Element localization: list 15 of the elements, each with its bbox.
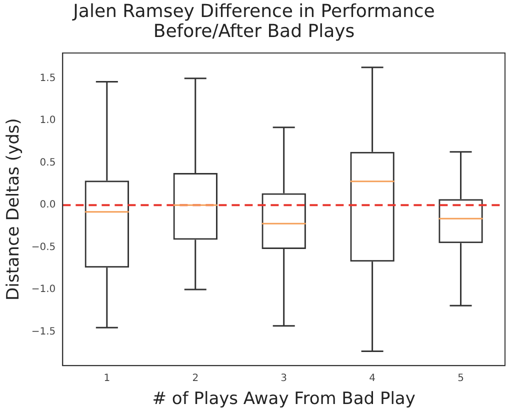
y-tick-label: 1.5 [40,72,56,84]
y-tick-label: 1.0 [40,115,56,126]
x-tick-label: 1 [104,373,110,384]
x-tick-label: 2 [192,373,199,384]
chart-title: Jalen Ramsey Difference in Performance Before/After Bad Plays [71,0,436,44]
x-tick-label: 3 [280,373,288,384]
y-tick-label: 0.5 [40,157,56,168]
x-axis-title: # of Plays Away From Bad Play [152,389,416,410]
y-tick-label: −0.5 [31,242,56,253]
x-tick-label: 5 [458,373,464,384]
y-tick-label: −1.5 [31,326,56,338]
x-tick-label: 4 [369,373,376,384]
y-tick-label: 0.0 [40,200,56,211]
y-tick-label: −1.0 [31,284,56,296]
y-axis-title: Distance Deltas (yds) [4,118,24,300]
